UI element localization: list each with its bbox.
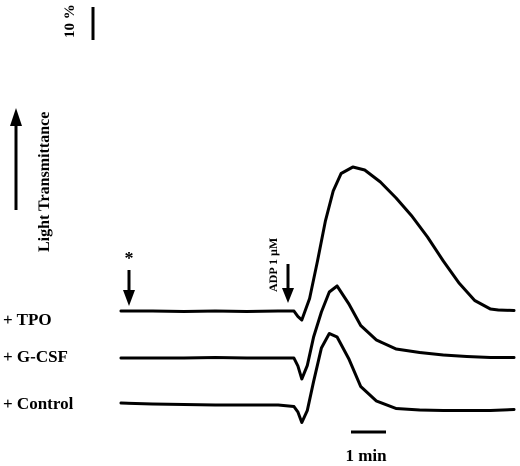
y-axis-label: Light Transmittance: [36, 112, 53, 252]
trace-line: [119, 165, 516, 322]
traces-group: + TPO + G-CSF + Control: [3, 165, 516, 424]
agonist-label: ADP 1 µM: [266, 238, 280, 292]
series-label: + TPO: [3, 310, 52, 329]
star-arrow-head: [123, 290, 135, 306]
trace-line: [119, 284, 516, 381]
trace-line: [119, 332, 516, 424]
series-label: + G-CSF: [3, 347, 68, 366]
y-axis-arrow-head: [10, 108, 22, 126]
x-scale-bar-label: 1 min: [345, 446, 387, 465]
star-marker-label: *: [125, 248, 134, 268]
y-scale-bar-label: 10 %: [62, 4, 78, 38]
agonist-arrow-head: [282, 288, 294, 303]
series-label: + Control: [3, 394, 74, 413]
